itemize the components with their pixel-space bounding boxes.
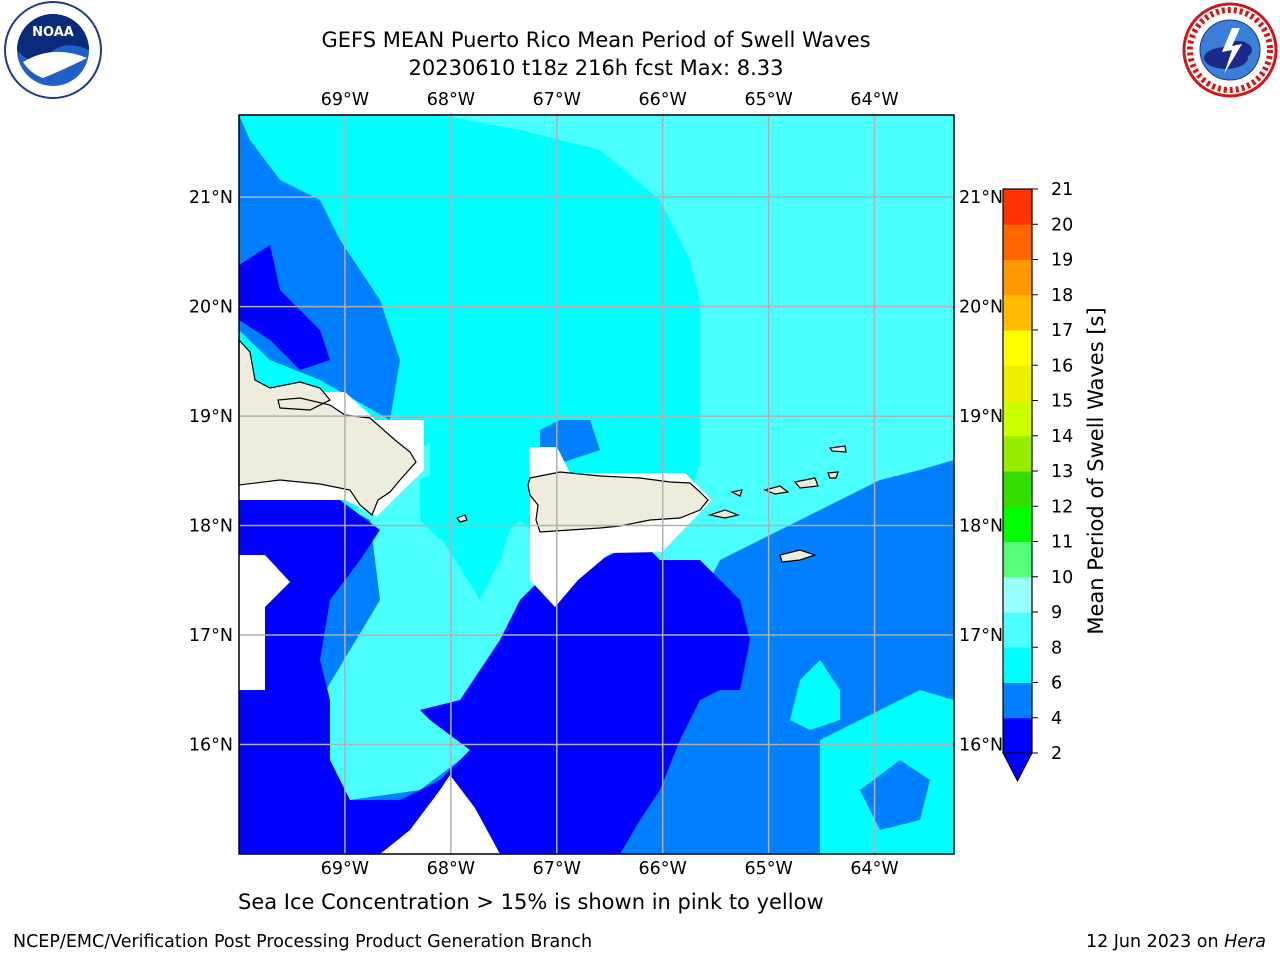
lat-label-left: 19°N [189,407,233,427]
colorbar-tick-label: 12 [1051,497,1073,517]
colorbar-tick-label: 4 [1051,709,1062,729]
band-below-2s-south [239,500,750,854]
virgin-islands-1 [707,509,741,519]
lat-label-right: 19°N [959,407,1003,427]
colorbar-segment [1003,506,1032,542]
colorbar-tick-label: 11 [1051,533,1073,553]
lat-label-left: 21°N [189,188,233,208]
islet-4 [730,489,743,497]
band-2-4s-south [239,460,954,854]
colorbar-tick-label: 20 [1051,215,1073,235]
no-data-mask-2 [380,775,500,854]
colorbar-segment [1003,717,1032,754]
colorbar-segment [1003,224,1032,260]
band-4-6s-se [790,660,840,730]
colorbar-tick-label: 17 [1051,321,1073,341]
colorbar-segment [1003,435,1032,472]
lon-label-bottom: 69°W [321,859,369,879]
lat-label-left: 20°N [189,298,233,318]
lon-label-bottom: 68°W [427,859,475,879]
lon-label-top: 69°W [321,90,369,110]
lat-label-right: 20°N [959,298,1003,318]
islet-1 [456,514,468,523]
lat-label-right: 17°N [959,626,1003,646]
lon-label-bottom: 65°W [744,859,792,879]
colorbar-segment [1003,259,1032,296]
chart-title: GEFS MEAN Puerto Rico Mean Period of Swe… [321,28,871,52]
footer-credit: NCEP/EMC/Verification Post Processing Pr… [13,932,593,952]
colorbar-segment [1003,400,1032,437]
colorbar-label: Mean Period of Swell Waves [s] [1084,307,1108,635]
lon-label-bottom: 66°W [639,859,687,879]
svg-text:NOAA: NOAA [32,25,74,40]
colorbar-tick-label: 13 [1051,462,1073,482]
colorbar-segment [1003,541,1032,578]
colorbar-tick-label: 15 [1051,392,1073,412]
virgin-islands-3 [793,477,819,489]
no-data-mask-1 [239,555,290,690]
colorbar-segment [1003,294,1032,331]
noaa-logo: NOAA [4,1,102,99]
sea-ice-note: Sea Ice Concentration > 15% is shown in … [238,890,824,914]
colorbar-segment [1003,330,1032,366]
band-below-2s-nw [239,245,330,370]
chart-subtitle: 20230610 t18z 216h fcst Max: 8.33 [408,56,784,80]
colorbar-segment [1003,612,1032,648]
st-croix [779,549,817,563]
lon-label-top: 65°W [744,90,792,110]
virgin-islands-2 [763,485,790,495]
lon-label-bottom: 64°W [850,859,898,879]
hispaniola [238,338,417,516]
colorbar-segment [1003,576,1032,613]
lat-label-right: 16°N [959,736,1003,756]
lon-label-top: 64°W [850,90,898,110]
colorbar-tick-label: 16 [1051,356,1073,376]
lon-label-top: 68°W [427,90,475,110]
coordinate-labels: 69°W 69°W 68°W 68°W 67°W 67°W 66°W 66°W 65°W 65°W… [189,90,1003,879]
colorbar-tick-label: 10 [1051,568,1073,588]
colorbar-tick-label: 19 [1051,251,1073,271]
nws-logo [1182,2,1278,98]
colorbar-segment [1003,471,1032,507]
colorbar-segment [1003,189,1032,225]
lat-label-right: 18°N [959,517,1003,537]
lat-label-left: 18°N [189,517,233,537]
colorbar-tick-label: 2 [1051,744,1062,764]
colorbar-extend-min [1002,752,1033,783]
colorbar-tick-label: 21 [1051,180,1073,200]
colorbar-tick-label: 9 [1051,603,1062,623]
lon-label-top: 67°W [533,90,581,110]
footer-host: Hera [1224,932,1266,952]
footer-date-text: 12 Jun 2023 on [1085,932,1225,952]
colorbar: 2 4 6 8 9 10 11 12 13 14 15 16 17 18 19 20 21 [1002,180,1073,783]
map-frame [238,114,955,855]
colorbar-tick-label: 6 [1051,674,1062,694]
colorbar-tick-label: 14 [1051,427,1073,447]
colorbar-tick-label: 18 [1051,286,1073,306]
lat-label-left: 16°N [189,736,233,756]
band-4-6s-mona [420,460,470,540]
colorbar-segment [1003,682,1032,719]
colorbar-tick-label: 8 [1051,638,1062,658]
lat-label-left: 17°N [189,626,233,646]
graticule [239,115,954,854]
islet-3 [827,471,839,479]
footer-date: 12 Jun 2023 on Hera [1086,932,1266,952]
colorbar-segment [1003,365,1032,401]
lon-label-top: 66°W [639,90,687,110]
colorbar-segment [1003,647,1032,683]
islet-2 [828,445,847,453]
lat-label-right: 21°N [959,188,1003,208]
band-2-4s-se-pocket [860,760,930,830]
lon-label-bottom: 67°W [533,859,581,879]
